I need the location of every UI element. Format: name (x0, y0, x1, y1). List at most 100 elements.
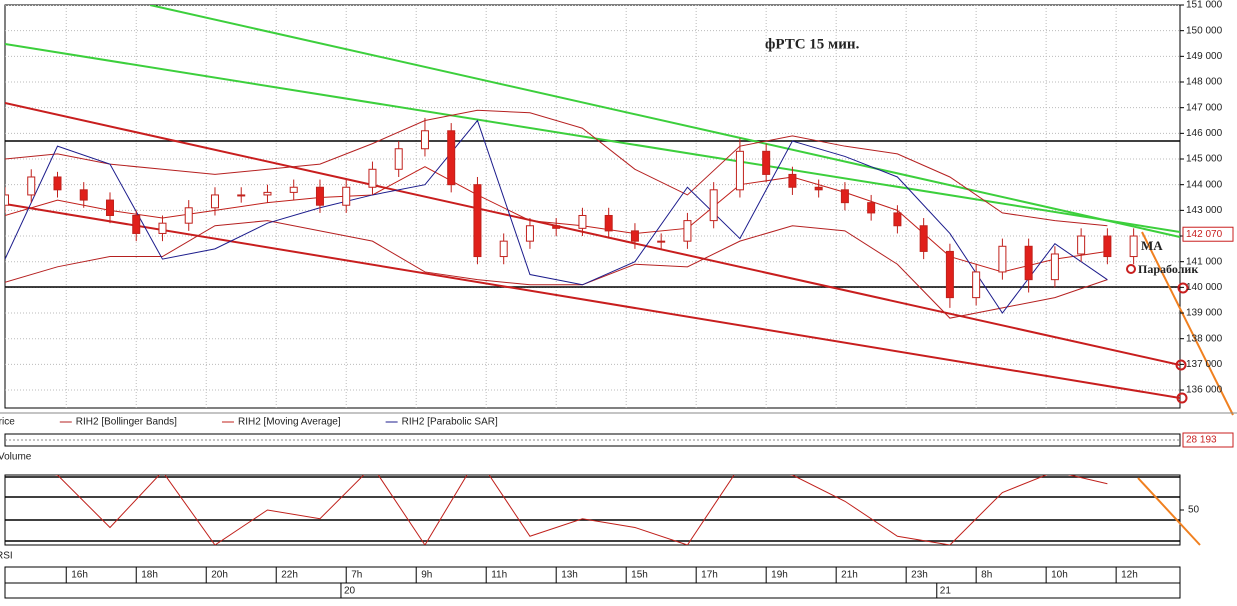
y-tick-label: 140 000 (1186, 282, 1223, 293)
candle-body (210, 194, 219, 209)
x-tick-label: 10h (1051, 570, 1068, 581)
x-tick-label: 22h (281, 570, 298, 581)
date-label: 21 (940, 586, 952, 597)
annotation: Параболик (1138, 262, 1198, 276)
candle-body (1077, 235, 1086, 255)
x-tick-label: 20h (211, 570, 228, 581)
trend-lines (5, 5, 1180, 399)
candle-body (53, 176, 62, 191)
candle-body (342, 186, 351, 206)
candle-body (972, 271, 981, 299)
x-tick-label: 11h (491, 570, 507, 581)
bollinger-lower (5, 220, 1108, 319)
candle-body (315, 186, 324, 206)
y-tick-label: 139 000 (1186, 308, 1223, 319)
panel-label: RSI (0, 551, 13, 562)
bollinger-upper (5, 109, 1108, 227)
candle-body (657, 240, 666, 243)
sar-marker (1126, 264, 1136, 274)
candle-body (525, 225, 534, 242)
candle-body (1103, 235, 1112, 258)
candle-body (289, 186, 298, 193)
candle-body (735, 150, 744, 191)
rsi-line (54, 475, 1108, 545)
annotation: MA (1141, 238, 1163, 253)
y-tick-label: 151 000 (1186, 0, 1223, 11)
candle-body (499, 240, 508, 258)
candle-body (919, 225, 928, 252)
target-marker (1176, 392, 1188, 404)
candle-body (762, 150, 771, 175)
candle-body (893, 212, 902, 227)
date-label: 20 (344, 586, 356, 597)
y-tick-label: 137 000 (1186, 359, 1223, 370)
legend-label: Price (0, 417, 15, 428)
candle-body (683, 220, 692, 242)
candle-body (578, 214, 587, 229)
last-price-box (1182, 226, 1234, 242)
red-trend (5, 102, 1180, 366)
last-price-label: 142 070 (1186, 229, 1223, 240)
x-tick-label: 8h (981, 570, 992, 581)
candle-body (840, 189, 849, 204)
candle-body (5, 194, 9, 206)
forecast-arrow (1137, 477, 1201, 546)
candle-body (394, 148, 403, 170)
red-trend (5, 203, 1180, 399)
y-tick-label: 150 000 (1186, 25, 1223, 36)
chart-title: фРТС 15 мин. (765, 36, 860, 52)
candle-body (867, 202, 876, 214)
y-tick-label: 148 000 (1186, 77, 1223, 88)
y-tick-label: 144 000 (1186, 179, 1223, 190)
x-tick-label: 21h (841, 570, 858, 581)
candle-body (1024, 245, 1033, 281)
candle-body (1050, 253, 1059, 281)
x-tick-label: 17h (701, 570, 718, 581)
x-tick-label: 19h (771, 570, 788, 581)
legend-label: RIH2 [Bollinger Bands] (76, 417, 177, 428)
target-marker (1175, 359, 1187, 371)
candle-body (105, 199, 114, 216)
parabolic-sar (5, 119, 1108, 314)
y-tick-label: 136 000 (1186, 385, 1223, 396)
candle-body (27, 176, 36, 196)
candle-body (998, 245, 1007, 273)
candle-body (158, 222, 167, 234)
target-marker (1177, 282, 1189, 294)
y-tick-label: 141 000 (1186, 256, 1223, 267)
x-tick-label: 9h (421, 570, 432, 581)
candle-body (368, 168, 377, 188)
candle-body (814, 186, 823, 191)
forecast-arrow (1141, 231, 1234, 416)
x-tick-label: 7h (351, 570, 362, 581)
candle-body (788, 173, 797, 188)
candle-body (132, 214, 141, 234)
y-tick-label: 147 000 (1186, 102, 1223, 113)
x-tick-label: 18h (141, 570, 158, 581)
x-tick-label: 23h (911, 570, 928, 581)
legend-label: RIH2 [Parabolic SAR] (402, 417, 498, 428)
y-tick-label: 149 000 (1186, 51, 1223, 62)
y-tick-label: 143 000 (1186, 205, 1223, 216)
candle-body (184, 207, 193, 224)
legend-label: RIH2 [Moving Average] (238, 417, 341, 428)
y-tick-label: 146 000 (1186, 128, 1223, 139)
x-tick-label: 13h (561, 570, 578, 581)
candle-body (263, 191, 272, 196)
candle-body (237, 194, 246, 197)
candle-body (420, 130, 429, 150)
candle-body (709, 189, 718, 222)
volume-box (1182, 432, 1234, 448)
panel-label: Volume (0, 452, 32, 463)
y-tick-label: 138 000 (1186, 333, 1223, 344)
candle-body (1129, 235, 1138, 258)
x-tick-label: 12h (1121, 570, 1138, 581)
candle-body (79, 189, 88, 201)
volume-label: 28 193 (1186, 435, 1217, 446)
x-tick-label: 15h (631, 570, 648, 581)
y-tick-label: 145 000 (1186, 154, 1223, 165)
candle-body (552, 225, 561, 229)
y-tick-label: 50 (1188, 505, 1200, 516)
